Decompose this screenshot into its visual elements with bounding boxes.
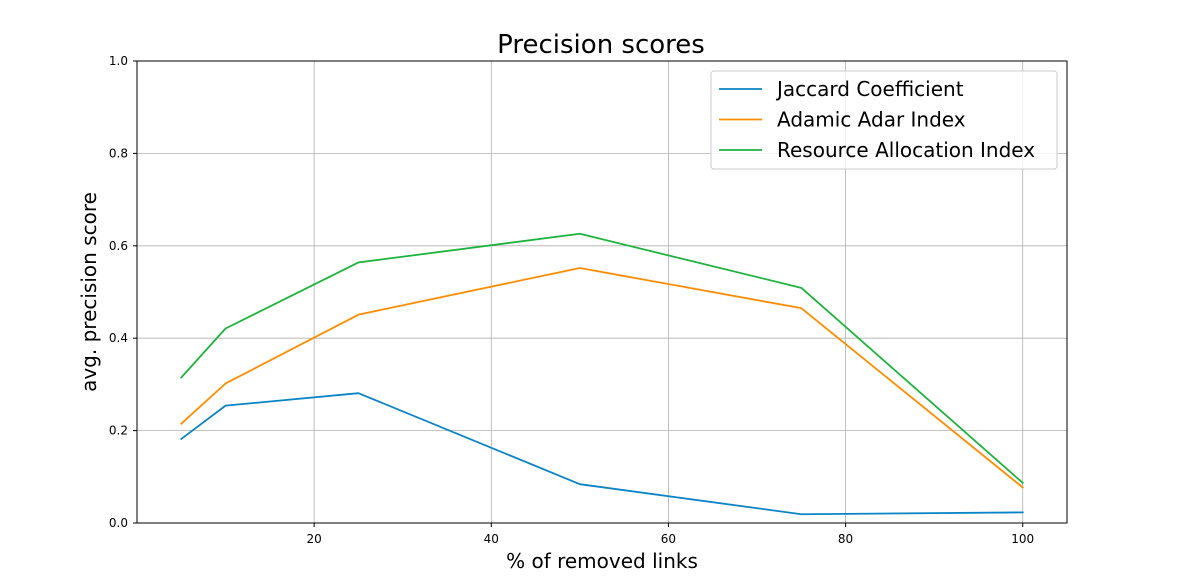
y-tick-label: 1.0: [109, 54, 128, 68]
x-tick-label: 80: [838, 532, 853, 546]
legend-box: [710, 70, 1058, 170]
legend-label: Resource Allocation Index: [777, 138, 1035, 162]
chart-title: Precision scores: [497, 30, 705, 60]
x-tick-label: 60: [661, 532, 676, 546]
series-line-resource-allocation-index: [180, 232, 1024, 485]
series-line-jaccard-coefficient: [180, 392, 1024, 516]
y-axis-ticks: 0.0 0.2 0.4 0.6 0.8 1.0: [109, 54, 137, 530]
y-tick-label: 0.0: [109, 516, 128, 530]
legend: Jaccard Coefficient Adamic Adar Index Reso…: [710, 70, 1058, 170]
y-axis-label: avg. precision score: [77, 192, 101, 392]
y-tick-label: 0.2: [109, 424, 128, 438]
x-axis-label: % of removed links: [506, 549, 698, 573]
y-tick-label: 0.8: [109, 146, 128, 160]
legend-label: Adamic Adar Index: [777, 108, 966, 132]
series-lines: [180, 232, 1024, 516]
y-tick-label: 0.4: [109, 331, 128, 345]
y-tick-label: 0.6: [109, 239, 128, 253]
legend-label: Jaccard Coefficient: [775, 77, 964, 101]
x-tick-label: 20: [307, 532, 322, 546]
x-axis-ticks: 20 40 60 80 100: [307, 523, 1034, 546]
x-tick-label: 40: [484, 532, 499, 546]
plot-area-frame: [136, 60, 1068, 524]
x-tick-label: 100: [1011, 532, 1034, 546]
series-line-adamic-adar-index: [180, 267, 1024, 489]
